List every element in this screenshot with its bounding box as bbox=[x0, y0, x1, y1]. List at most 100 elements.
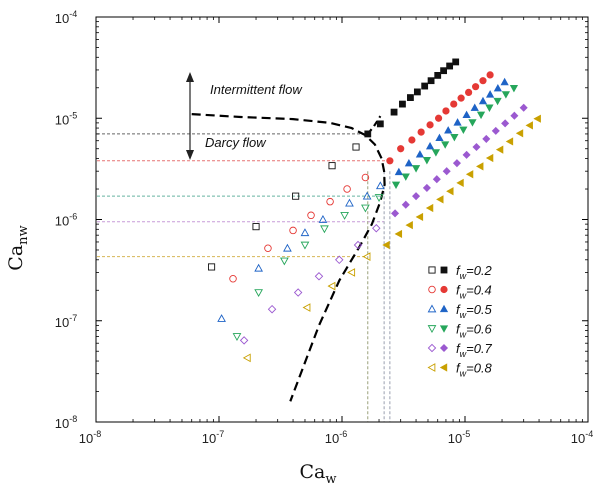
y-tick-label: 10-7 bbox=[55, 313, 77, 330]
data-point-filled bbox=[432, 175, 441, 184]
data-point-filled bbox=[434, 71, 442, 79]
reference-lines bbox=[97, 133, 391, 422]
data-point-filled bbox=[476, 162, 484, 171]
x-tick-label: 10-4 bbox=[571, 429, 593, 446]
data-point-filled bbox=[482, 134, 491, 143]
flow-regime-arrow bbox=[186, 72, 194, 160]
data-point-open bbox=[327, 281, 336, 291]
data-point-filled bbox=[422, 183, 431, 192]
y-tick-label: 10-8 bbox=[55, 414, 77, 431]
data-point-filled bbox=[425, 141, 435, 150]
data-markers bbox=[208, 58, 541, 363]
data-point-filled bbox=[386, 157, 394, 165]
data-point-filled bbox=[479, 77, 487, 85]
series-2 bbox=[229, 71, 494, 283]
data-point-filled bbox=[440, 67, 448, 75]
legend-marker-open bbox=[427, 325, 437, 334]
legend-label: fw=0.8 bbox=[456, 361, 493, 379]
legend-marker-filled bbox=[440, 266, 448, 274]
data-point-filled bbox=[401, 173, 410, 181]
data-point-filled bbox=[452, 58, 460, 66]
data-point-filled bbox=[417, 128, 425, 136]
data-point-open bbox=[229, 274, 237, 283]
data-point-open bbox=[289, 226, 297, 235]
data-point-open bbox=[343, 185, 351, 193]
legend-label: fw=0.6 bbox=[456, 322, 493, 340]
data-point-open bbox=[326, 197, 334, 206]
series-4 bbox=[232, 85, 519, 341]
data-point-filled bbox=[413, 88, 421, 96]
data-point-filled bbox=[453, 118, 462, 126]
data-point-filled bbox=[394, 167, 403, 176]
data-point-filled bbox=[501, 91, 510, 99]
data-point-filled bbox=[404, 158, 414, 167]
data-point-filled bbox=[376, 120, 384, 128]
legend-label: fw=0.4 bbox=[456, 283, 492, 301]
data-point-open bbox=[335, 255, 344, 265]
flow-boundary bbox=[191, 113, 386, 402]
legend-marker-open bbox=[428, 285, 436, 294]
legend-label: fw=0.5 bbox=[456, 302, 493, 320]
legend-marker-open bbox=[427, 343, 437, 353]
data-point-filled bbox=[415, 150, 425, 158]
data-point-filled bbox=[485, 153, 494, 163]
data-point-filled bbox=[505, 137, 514, 146]
data-point-filled bbox=[515, 129, 524, 138]
data-point-open bbox=[328, 162, 336, 170]
data-point-open bbox=[375, 181, 385, 190]
data-point-filled bbox=[472, 142, 481, 152]
data-point-filled bbox=[456, 178, 464, 187]
data-point-filled bbox=[411, 165, 421, 173]
data-point-filled bbox=[431, 149, 441, 157]
intermittent-flow-label: Intermittent flow bbox=[210, 82, 303, 97]
data-point-filled bbox=[399, 100, 406, 108]
data-point-open bbox=[280, 257, 289, 266]
data-point-filled bbox=[442, 107, 450, 115]
data-point-filled bbox=[486, 71, 494, 79]
legend-item-2: fw=0.4 bbox=[428, 283, 492, 301]
data-point-open bbox=[254, 289, 263, 298]
data-point-filled bbox=[390, 108, 398, 116]
legend-item-1: fw=0.2 bbox=[428, 263, 493, 281]
legend-marker-filled bbox=[439, 343, 449, 353]
legend-marker-filled bbox=[439, 363, 448, 372]
data-point-open bbox=[374, 194, 384, 203]
data-point-open bbox=[340, 211, 349, 220]
y-tick-label: 10-4 bbox=[55, 9, 77, 26]
data-point-filled bbox=[500, 77, 509, 86]
data-point-filled bbox=[491, 126, 500, 135]
series-6 bbox=[242, 114, 541, 363]
data-point-filled bbox=[465, 170, 474, 179]
legend-item-4: fw=0.6 bbox=[427, 322, 493, 340]
data-point-open bbox=[239, 336, 249, 345]
data-point-filled bbox=[422, 157, 432, 165]
y-axis-title: Canw bbox=[5, 225, 31, 270]
data-point-filled bbox=[415, 212, 424, 222]
data-point-open bbox=[254, 263, 263, 272]
data-point-filled bbox=[470, 103, 479, 111]
data-point-open bbox=[347, 268, 356, 277]
data-point-filled bbox=[407, 94, 414, 101]
data-point-filled bbox=[476, 111, 486, 120]
data-point-open bbox=[217, 314, 226, 322]
data-point-filled bbox=[441, 141, 450, 149]
data-point-filled bbox=[485, 104, 494, 112]
legend-marker-filled bbox=[440, 285, 448, 294]
data-point-filled bbox=[405, 221, 413, 230]
legend-item-6: fw=0.8 bbox=[427, 361, 493, 379]
series-5 bbox=[239, 103, 528, 345]
data-point-open bbox=[372, 223, 381, 233]
data-point-filled bbox=[462, 150, 471, 159]
data-point-filled bbox=[427, 77, 435, 85]
y-tick-label: 10-5 bbox=[55, 110, 77, 127]
legend-label: fw=0.2 bbox=[456, 263, 493, 281]
data-point-filled bbox=[478, 96, 488, 105]
data-point-open bbox=[314, 272, 324, 281]
data-point-filled bbox=[495, 145, 504, 154]
data-point-open bbox=[242, 353, 251, 363]
darcy-flow-label: Darcy flow bbox=[205, 135, 267, 150]
data-point-filled bbox=[472, 83, 480, 91]
axes-frame: 10-8 10-7 10-6 10-5 10-4 10-8 10-7 10-6 10-5 10-4 bbox=[55, 9, 593, 446]
data-point-filled bbox=[485, 90, 495, 98]
data-point-open bbox=[352, 143, 360, 151]
